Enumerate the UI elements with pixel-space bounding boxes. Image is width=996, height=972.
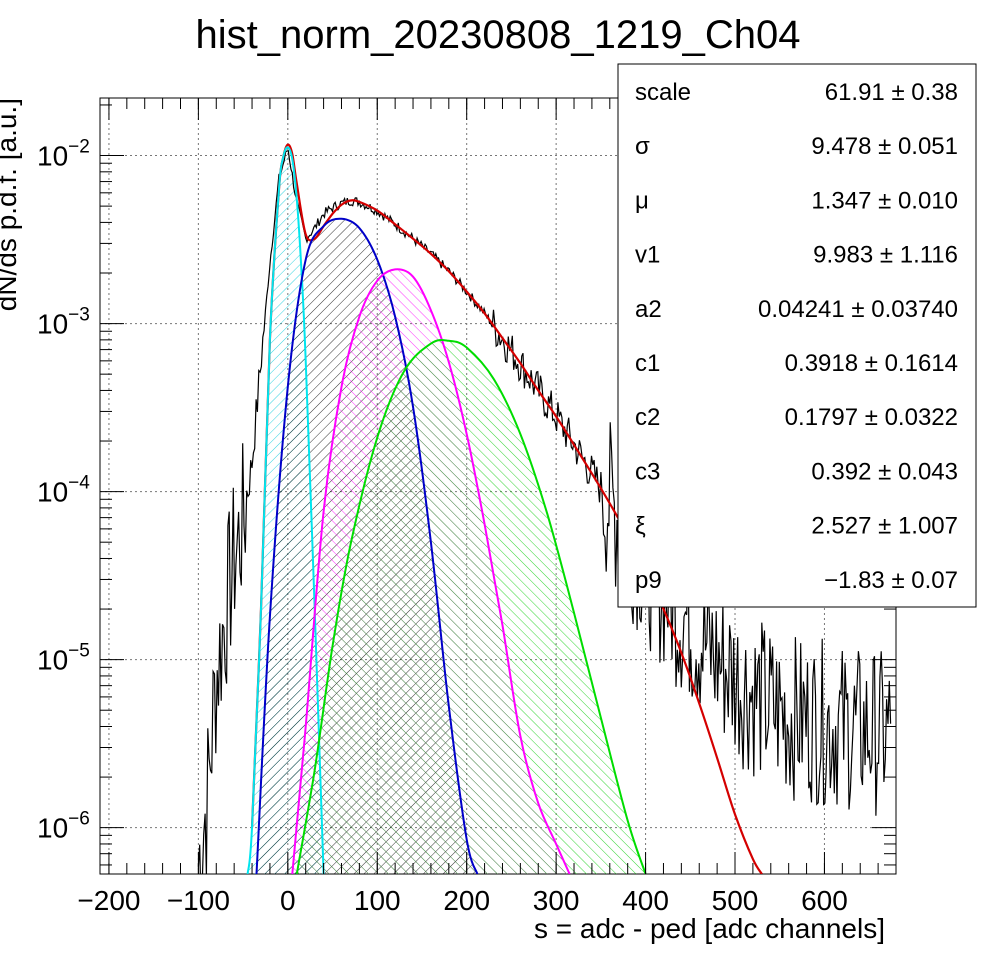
x-tick-label: −100 [167,885,230,916]
component-curve [255,217,479,874]
stats-param-value: −1.83 ± 0.07 [824,567,958,594]
y-axis-label: dN/ds p.d.f. [a.u.] [0,98,22,311]
stats-param-name: scale [635,79,691,106]
x-tick-label: 200 [443,885,490,916]
stats-param-name: c1 [635,350,660,377]
series-lines [197,143,892,874]
stats-param-value: 0.3918 ± 0.1614 [785,350,958,377]
y-tick-label: 10−5 [37,641,90,676]
x-tick-label: 0 [280,885,296,916]
y-tick-exponent: −2 [68,137,90,158]
x-tick-label: −200 [77,885,140,916]
series-fills [247,147,646,874]
component-curve [295,339,647,874]
y-tick-exponent: −3 [68,305,90,326]
x-tick-label: 400 [622,885,669,916]
chart-title: hist_norm_20230808_1219_Ch04 [196,13,801,57]
stats-param-value: 0.1797 ± 0.0322 [785,404,958,431]
y-tick-exponent: −5 [68,641,90,662]
stats-param-name: c2 [635,404,660,431]
x-tick-label: 100 [354,885,401,916]
stats-box: scale 61.91 ± 0.38 σ 9.478 ± 0.051 μ 1.347 ± … [617,63,977,608]
y-tick-exponent: −6 [68,809,90,830]
stats-rows: scale 61.91 ± 0.38 σ 9.478 ± 0.051 μ 1.347 ± … [635,79,958,594]
y-tick-label: 10−2 [37,137,90,172]
x-tick-label: 300 [533,885,580,916]
stats-param-value: 1.347 ± 0.010 [811,187,958,214]
stats-param-value: 61.91 ± 0.38 [825,79,958,106]
stats-param-name: a2 [635,296,662,323]
stats-param-name: p9 [635,567,662,594]
y-tick-base: 10 [37,645,68,676]
stats-param-value: 0.04241 ± 0.03740 [758,296,958,323]
y-tick-base: 10 [37,477,68,508]
y-tick-base: 10 [37,813,68,844]
stats-param-value: 2.527 ± 1.007 [811,513,958,540]
stats-param-name: ξ [635,513,646,540]
data-histogram [197,149,892,874]
stats-param-value: 9.478 ± 0.051 [811,133,958,160]
y-tick-base: 10 [37,309,68,340]
y-tick-label: 10−4 [37,473,90,508]
component-fill [296,340,646,874]
component-curve [246,146,325,874]
y-tick-label: 10−3 [37,305,90,340]
component-curve [291,268,571,874]
stats-param-value: 9.983 ± 1.116 [813,242,958,269]
x-tick-label: 500 [712,885,759,916]
stats-param-name: v1 [635,242,660,269]
stats-param-name: σ [635,133,650,160]
y-tick-label: 10−6 [37,809,90,844]
y-tick-base: 10 [37,141,68,172]
stats-param-value: 0.392 ± 0.043 [811,458,958,485]
stats-param-name: c3 [635,458,660,485]
stats-box-frame [617,63,977,608]
stats-param-name: μ [635,187,649,214]
x-tick-label: 600 [801,885,848,916]
x-axis-label: s = adc - ped [adc channels] [534,913,885,944]
y-tick-exponent: −4 [68,473,90,494]
